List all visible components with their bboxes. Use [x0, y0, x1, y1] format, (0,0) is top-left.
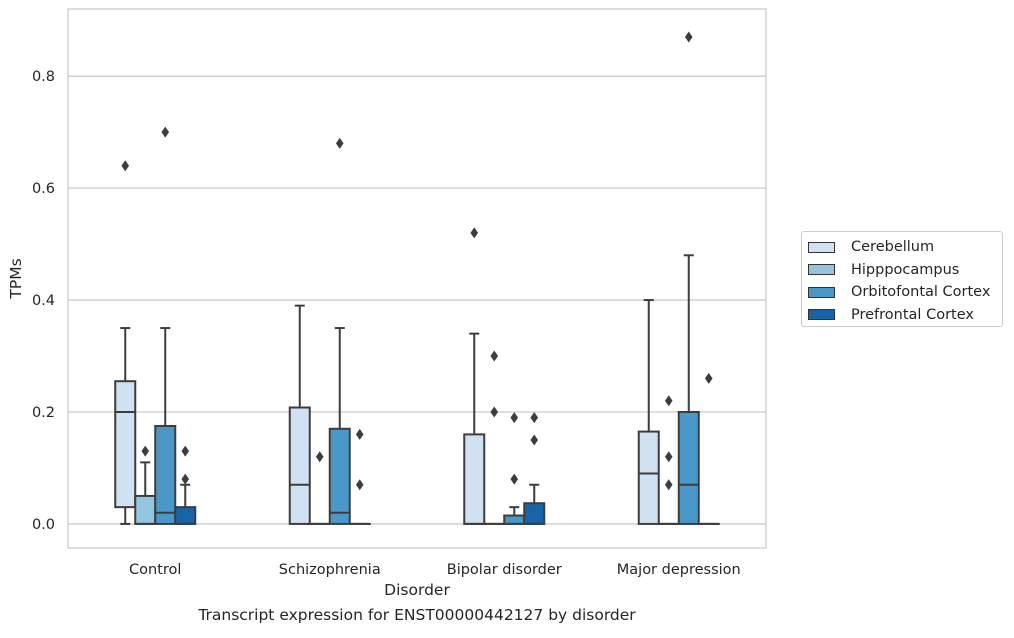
y-axis-ticks: 0.0 0.2 0.4 0.6 0.8 — [32, 69, 55, 533]
box-orbitofontal-cortex-control — [155, 127, 175, 524]
box-hipppocampus-major-depression — [659, 395, 679, 524]
box-body — [330, 429, 350, 524]
outlier-point — [141, 446, 149, 457]
series-prefrontal-cortex — [175, 373, 719, 524]
x-axis-ticks: Control Schizophrenia Bipolar disorder Majo… — [129, 562, 741, 578]
box-cerebellum-bipolar-disorder — [464, 227, 484, 524]
y-tick-label: 0.6 — [32, 181, 55, 197]
box-cerebellum-schizophrenia — [290, 306, 310, 524]
box-body — [524, 503, 544, 524]
box-body — [135, 496, 155, 524]
box-body — [504, 516, 524, 524]
x-tick-label-schizophrenia: Schizophrenia — [279, 562, 381, 578]
box-hipppocampus-control — [135, 446, 155, 524]
outlier-point — [510, 412, 518, 423]
x-axis-label: Disorder — [384, 581, 450, 599]
outlier-point — [336, 138, 344, 149]
outlier-point — [356, 479, 364, 490]
x-tick-label-bipolar-disorder: Bipolar disorder — [447, 562, 562, 578]
x-tick-label-major-depression: Major depression — [617, 562, 741, 578]
box-hipppocampus-schizophrenia — [310, 451, 330, 524]
legend-swatch-prefrontal-cortex — [808, 309, 835, 320]
outlier-point — [490, 406, 498, 417]
box-series — [115, 31, 719, 523]
legend-item-cerebellum: Cerebellum — [808, 236, 1002, 259]
figure-caption: Transcript expression for ENST0000044212… — [0, 606, 834, 624]
legend-swatch-hippocampus — [808, 264, 835, 275]
legend: Cerebellum Hipppocampus Orbitofontal Cor… — [801, 231, 1003, 327]
outlier-point — [705, 373, 713, 384]
outlier-point — [665, 395, 673, 406]
box-prefrontal-cortex-bipolar-disorder — [524, 412, 544, 524]
outlier-point — [530, 434, 538, 445]
box-cerebellum-control — [115, 160, 135, 524]
outlier-point — [181, 474, 189, 485]
outlier-point — [685, 31, 693, 42]
outlier-point — [510, 474, 518, 485]
outlier-point — [665, 451, 673, 462]
legend-swatch-orbitofrontal-cortex — [808, 287, 835, 298]
outlier-point — [316, 451, 324, 462]
series-cerebellum — [115, 160, 659, 524]
y-tick-label: 0.8 — [32, 69, 55, 85]
outlier-point — [356, 429, 364, 440]
box-body — [464, 434, 484, 524]
y-axis-label: TPMs — [7, 258, 25, 299]
legend-item-hippocampus: Hipppocampus — [808, 259, 1002, 282]
outlier-point — [530, 412, 538, 423]
box-hipppocampus-bipolar-disorder — [484, 351, 504, 524]
box-orbitofontal-cortex-major-depression — [679, 31, 699, 523]
box-body — [679, 412, 699, 524]
legend-label-hippocampus: Hipppocampus — [851, 262, 959, 278]
legend-label-orbitofrontal-cortex: Orbitofontal Cortex — [851, 284, 990, 300]
outlier-point — [181, 446, 189, 457]
box-body — [639, 432, 659, 524]
box-body — [115, 381, 135, 507]
outlier-point — [121, 160, 129, 171]
box-body — [290, 408, 310, 524]
legend-swatch-cerebellum — [808, 242, 835, 253]
series-hipppocampus — [135, 351, 679, 524]
outlier-point — [470, 227, 478, 238]
box-body — [175, 507, 195, 524]
outlier-point — [161, 127, 169, 138]
series-orbitofontal-cortex — [155, 31, 699, 523]
box-prefrontal-cortex-major-depression — [699, 373, 719, 524]
outlier-point — [490, 351, 498, 362]
y-tick-label: 0.4 — [32, 293, 55, 309]
box-prefrontal-cortex-schizophrenia — [350, 429, 370, 524]
legend-label-cerebellum: Cerebellum — [851, 239, 934, 255]
x-tick-label-control: Control — [129, 562, 181, 578]
box-prefrontal-cortex-control — [175, 446, 195, 524]
legend-item-orbitofrontal-cortex: Orbitofontal Cortex — [808, 281, 1002, 304]
outlier-point — [665, 479, 673, 490]
legend-label-prefrontal-cortex: Prefrontal Cortex — [851, 307, 974, 323]
box-body — [155, 426, 175, 524]
box-orbitofontal-cortex-bipolar-disorder — [504, 412, 524, 524]
y-tick-label: 0.2 — [32, 405, 55, 421]
y-tick-label: 0.0 — [32, 517, 55, 533]
box-orbitofontal-cortex-schizophrenia — [330, 138, 350, 524]
legend-item-prefrontal-cortex: Prefrontal Cortex — [808, 304, 1002, 327]
